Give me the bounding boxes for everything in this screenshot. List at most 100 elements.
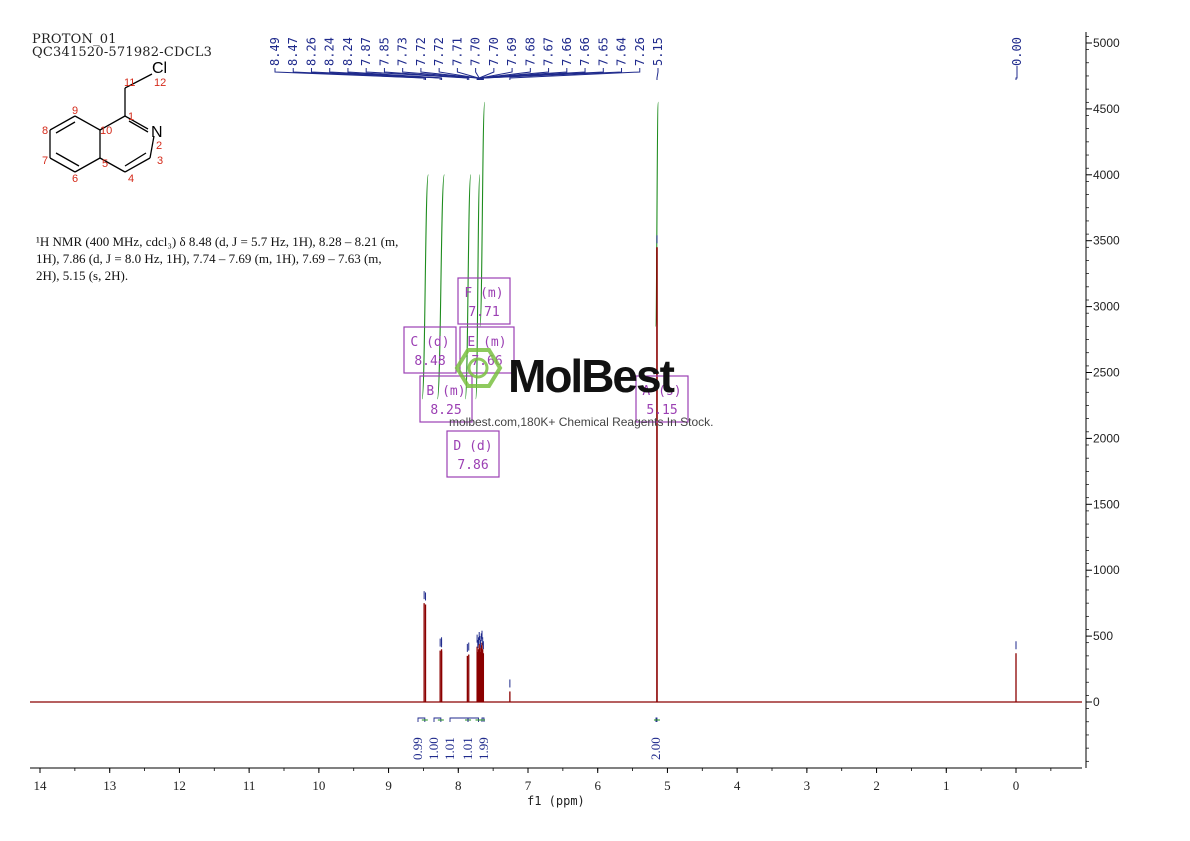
y-tick-label: 4500 bbox=[1093, 102, 1120, 116]
spectrum-title: PROTON_01 bbox=[32, 32, 117, 47]
peak-leader-line bbox=[383, 68, 470, 80]
atom-number: 8 bbox=[42, 125, 48, 137]
description-line: 2H), 5.15 (s, 2H). bbox=[36, 268, 129, 283]
multiplet-label: E (m) bbox=[467, 335, 506, 350]
spectrum-trace bbox=[30, 247, 1082, 703]
peak-leader-line bbox=[310, 68, 441, 80]
integral-curve bbox=[421, 174, 429, 400]
x-tick-label: 14 bbox=[34, 778, 48, 793]
peak-label: 7.71 bbox=[450, 37, 464, 66]
peak-label: 8.26 bbox=[304, 37, 318, 66]
molbest-watermark: MolBest molbest.com,180K+ Chemical Reage… bbox=[449, 348, 713, 429]
y-tick-label: 0 bbox=[1093, 695, 1100, 709]
peak-label: 5.15 bbox=[651, 37, 665, 66]
description-line: ¹H NMR (400 MHz, cdcl₃) δ 8.48 (d, J = 5… bbox=[36, 234, 399, 249]
peak-label: 7.67 bbox=[542, 37, 556, 66]
peak-label: 0.00 bbox=[1010, 37, 1024, 66]
peak-leader-line bbox=[480, 68, 531, 80]
peak-label: 7.68 bbox=[523, 37, 537, 66]
peak-label: 8.24 bbox=[323, 37, 337, 66]
peak-leader-line bbox=[292, 68, 427, 80]
nmr-description: ¹H NMR (400 MHz, cdcl₃) δ 8.48 (d, J = 5… bbox=[36, 233, 506, 284]
peak-label: 8.49 bbox=[268, 37, 282, 66]
peak-label-group: 8.49 8.47 8.26 8.24 8.24 7.87 7.85 7.73 7.72 7.72… bbox=[268, 37, 1024, 80]
peak-leader-line bbox=[365, 68, 468, 80]
peak-marker-group bbox=[423, 235, 1017, 688]
x-tick-label: 6 bbox=[594, 778, 601, 793]
multiplet-boxes: F (m)7.71C (d)8.48E (m)7.66B (m)8.25A (s… bbox=[403, 277, 689, 478]
peak-label: 7.64 bbox=[615, 37, 629, 66]
integral-curve bbox=[479, 101, 486, 327]
atom-number-labels: 1 2 3 4 5 6 7 8 9 10 11 12 bbox=[42, 77, 166, 185]
integral-curves bbox=[421, 101, 659, 400]
peak-label: 8.24 bbox=[341, 37, 355, 66]
atom-number: 5 bbox=[102, 158, 108, 170]
peak-leader-line bbox=[482, 68, 623, 80]
atom-number: 10 bbox=[100, 125, 112, 137]
integral-value: 1.01 bbox=[442, 737, 457, 760]
atom-number: 3 bbox=[157, 155, 163, 167]
multiplet-box bbox=[635, 375, 689, 423]
watermark-tagline: molbest.com,180K+ Chemical Reagents In S… bbox=[449, 415, 713, 429]
x-tick-label: 11 bbox=[243, 778, 256, 793]
multiplet-shift: 5.15 bbox=[646, 403, 677, 418]
integral-value: 1.99 bbox=[476, 737, 491, 760]
multiplet-label: C (d) bbox=[410, 335, 449, 350]
multiplet-box bbox=[446, 430, 500, 478]
integral-labels: 0.99 1.00 1.01 1.01 1.99 2.00 bbox=[410, 717, 663, 760]
peak-label: 7.72 bbox=[414, 37, 428, 66]
peak-label: 7.72 bbox=[432, 37, 446, 66]
atom-number: 11 bbox=[124, 77, 135, 89]
multiplet-shift: 7.86 bbox=[457, 458, 488, 473]
x-tick-label: 3 bbox=[804, 778, 811, 793]
multiplet-label: F (m) bbox=[464, 286, 503, 301]
x-axis: 14 13 12 11 10 9 8 7 6 5 4 3 2 1 0f1 (ppm) bbox=[30, 767, 1082, 808]
peak-leader-line bbox=[347, 68, 443, 80]
y-tick-label: 500 bbox=[1093, 629, 1113, 643]
peak-leader-line bbox=[402, 68, 478, 80]
peak-leader-line bbox=[438, 68, 479, 80]
integral-curve bbox=[655, 101, 659, 327]
multiplet-label: D (d) bbox=[453, 439, 492, 454]
nitrogen-atom-label: N bbox=[151, 124, 163, 141]
x-tick-label: 10 bbox=[312, 778, 325, 793]
peak-leader-line bbox=[1015, 66, 1018, 80]
peak-label: 7.65 bbox=[596, 37, 610, 66]
peak-leader-line bbox=[456, 68, 480, 80]
atom-number: 6 bbox=[72, 173, 78, 185]
peak-label: 7.87 bbox=[359, 37, 373, 66]
x-tick-label: 4 bbox=[734, 778, 741, 793]
integral-curve bbox=[436, 174, 445, 400]
multiplet-shift: 8.25 bbox=[430, 403, 461, 418]
description-line: 1H), 7.86 (d, J = 8.0 Hz, 1H), 7.74 – 7.… bbox=[36, 251, 382, 266]
peak-label: 7.69 bbox=[505, 37, 519, 66]
multiplet-label: B (m) bbox=[426, 384, 465, 399]
peak-label: 7.73 bbox=[396, 37, 410, 66]
x-tick-label: 8 bbox=[455, 778, 462, 793]
atom-number: 1 bbox=[128, 111, 134, 123]
y-tick-label: 2000 bbox=[1093, 431, 1120, 445]
integral-value: 1.01 bbox=[460, 737, 475, 760]
y-tick-label: 4000 bbox=[1093, 168, 1120, 182]
x-tick-label: 0 bbox=[1013, 778, 1020, 793]
peak-leader-line bbox=[480, 68, 550, 80]
integral-value: 2.00 bbox=[648, 737, 663, 760]
molecule-structure bbox=[49, 73, 155, 173]
y-tick-label: 5000 bbox=[1093, 36, 1120, 50]
peak-leader-line bbox=[478, 68, 495, 80]
y-tick-label: 1000 bbox=[1093, 563, 1120, 577]
atom-number: 12 bbox=[154, 77, 166, 89]
sample-id: QC341520-571982-CDCL3 bbox=[32, 45, 213, 60]
peak-leader-line bbox=[479, 68, 513, 80]
peak-leader-line bbox=[656, 68, 659, 80]
watermark-brand: MolBest bbox=[508, 350, 675, 402]
multiplet-box bbox=[403, 326, 457, 374]
atom-number: 4 bbox=[128, 173, 134, 185]
multiplet-label: A (s) bbox=[642, 384, 681, 399]
atom-number: 2 bbox=[156, 140, 162, 152]
x-axis-label: f1 (ppm) bbox=[527, 794, 585, 808]
chlorine-atom-label: Cl bbox=[152, 60, 167, 77]
y-axis: 0 500 1000 1500 2000 2500 3000 3500 4000 4500 5000 bbox=[1085, 32, 1120, 768]
peak-label: 7.26 bbox=[633, 37, 647, 66]
